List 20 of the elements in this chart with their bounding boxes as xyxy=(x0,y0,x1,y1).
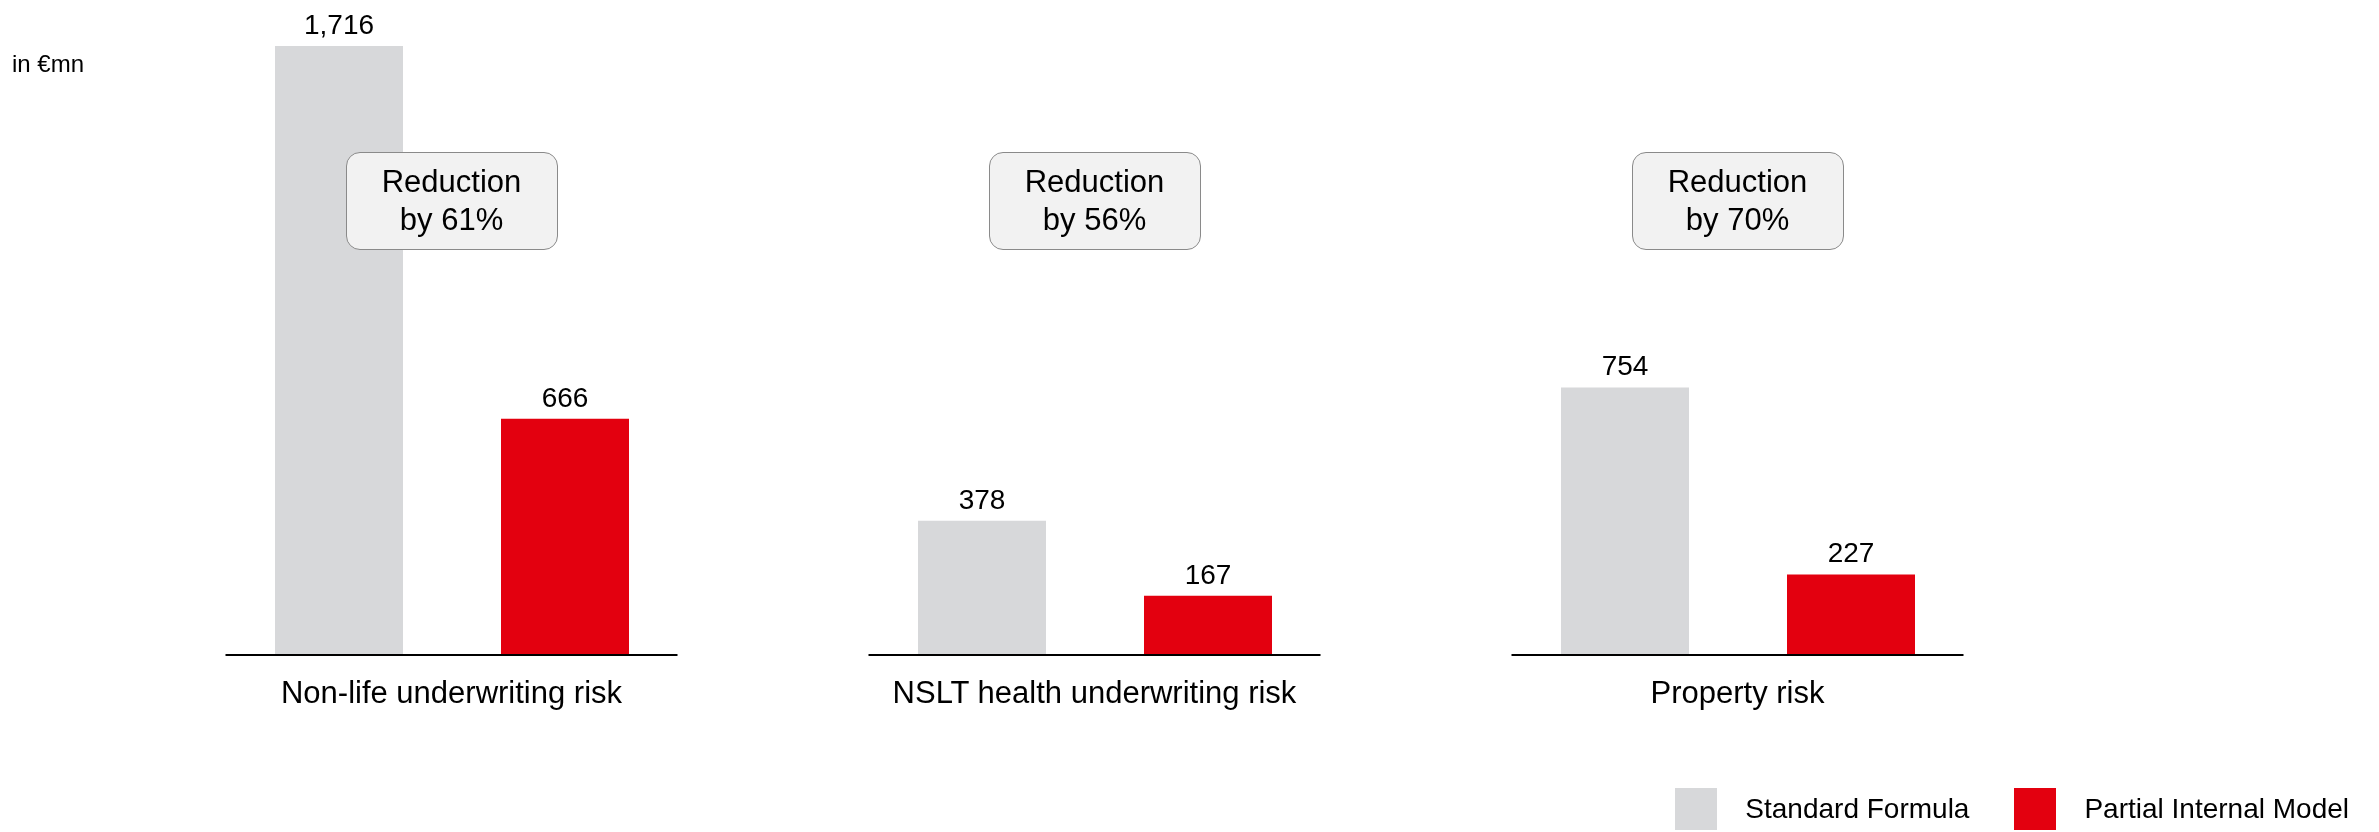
data-label: 378 xyxy=(958,483,1006,515)
bar xyxy=(1561,387,1689,655)
annotation: Reduction by 61% xyxy=(381,163,522,239)
x-tick-label: Property risk xyxy=(1650,675,1825,710)
data-label: 754 xyxy=(1601,350,1649,382)
x-tick-label: Non-life underwriting risk xyxy=(280,675,623,710)
bar xyxy=(1144,595,1272,655)
y-axis-title: in €mn xyxy=(12,50,85,78)
data-label: 167 xyxy=(1184,558,1232,590)
data-label: 666 xyxy=(541,381,589,413)
data-label: 227 xyxy=(1827,537,1875,569)
legend-label: Partial Internal Model xyxy=(2084,793,2349,825)
bar xyxy=(501,418,629,655)
legend-label: Standard Formula xyxy=(1745,793,1970,825)
data-label: 1,716 xyxy=(303,9,375,40)
annotation: Reduction by 70% xyxy=(1667,163,1808,239)
annotation: Reduction by 56% xyxy=(1024,163,1165,239)
x-tick-label: NSLT health underwriting risk xyxy=(892,675,1297,710)
bar xyxy=(918,520,1046,655)
bar xyxy=(1787,574,1915,655)
